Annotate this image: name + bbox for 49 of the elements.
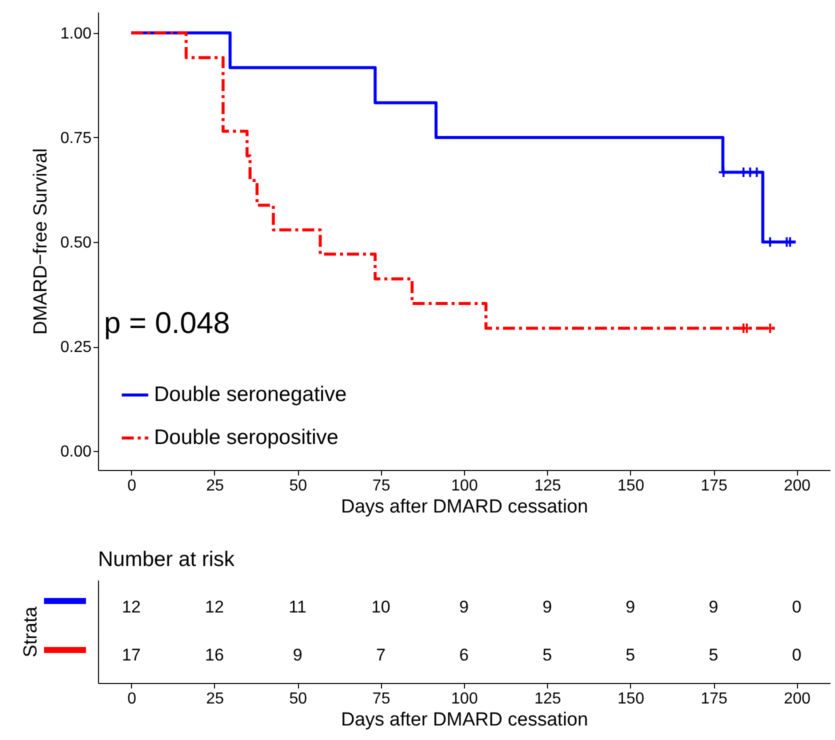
x-tick-label: 0 [127, 478, 136, 494]
x-tick-label: 175 [700, 478, 728, 494]
x-axis-title: Days after DMARD cessation [340, 496, 588, 518]
y-tick-label: 0.00 [60, 444, 92, 461]
data-label: 5 [708, 646, 718, 665]
y-tick-label: 0.50 [60, 234, 92, 252]
x-tick-label: 175 [700, 690, 728, 708]
x-tick-label: 100 [451, 478, 478, 494]
x-tick-label: 150 [618, 478, 644, 494]
data-label: 16 [204, 646, 224, 665]
y-axis-title: DMARD−free Survival [30, 148, 52, 335]
x-tick-label: 25 [206, 478, 224, 494]
x-tick-label: 75 [372, 690, 390, 708]
data-label: 5 [626, 646, 636, 665]
data-label: 10 [371, 597, 390, 616]
x-tick-label: 0 [127, 690, 136, 708]
data-label: 9 [542, 597, 552, 616]
x-tick-label: 125 [534, 690, 562, 708]
data-label: 12 [122, 597, 141, 616]
data-label: 9 [459, 597, 469, 616]
legend-label: Double seropositive [154, 426, 338, 449]
data-label: 0 [792, 646, 802, 665]
x-tick-label: 50 [289, 478, 308, 494]
data-label: 12 [204, 597, 224, 616]
data-label: 17 [122, 646, 141, 665]
y-tick-label: 0.25 [60, 339, 92, 356]
x-tick-label: 50 [289, 690, 308, 708]
annotation: p = 0.048 [104, 307, 230, 340]
x-tick-label: 150 [618, 690, 644, 708]
x-axis-title: Days after DMARD cessation [340, 710, 588, 730]
chart-title: Number at risk [98, 548, 236, 571]
x-tick-label: 200 [784, 690, 811, 708]
data-label: 11 [288, 597, 306, 616]
y-tick-label: 0.75 [60, 130, 92, 147]
x-tick-label: 200 [784, 478, 811, 494]
data-label: 9 [292, 646, 302, 665]
data-label: 5 [542, 646, 552, 665]
data-label: 6 [459, 646, 469, 665]
data-label: 7 [376, 646, 386, 665]
data-label: 0 [792, 597, 802, 616]
x-tick-label: 25 [206, 690, 224, 708]
x-tick-label: 75 [372, 478, 390, 494]
x-tick-label: 125 [534, 478, 562, 494]
y-tick-label: 1.00 [60, 25, 92, 42]
data-label: 9 [708, 597, 718, 616]
legend-label: Double seronegative [154, 383, 347, 406]
x-tick-label: 100 [451, 690, 478, 708]
y-axis-title: Strata [20, 606, 42, 658]
data-label: 9 [626, 597, 636, 616]
